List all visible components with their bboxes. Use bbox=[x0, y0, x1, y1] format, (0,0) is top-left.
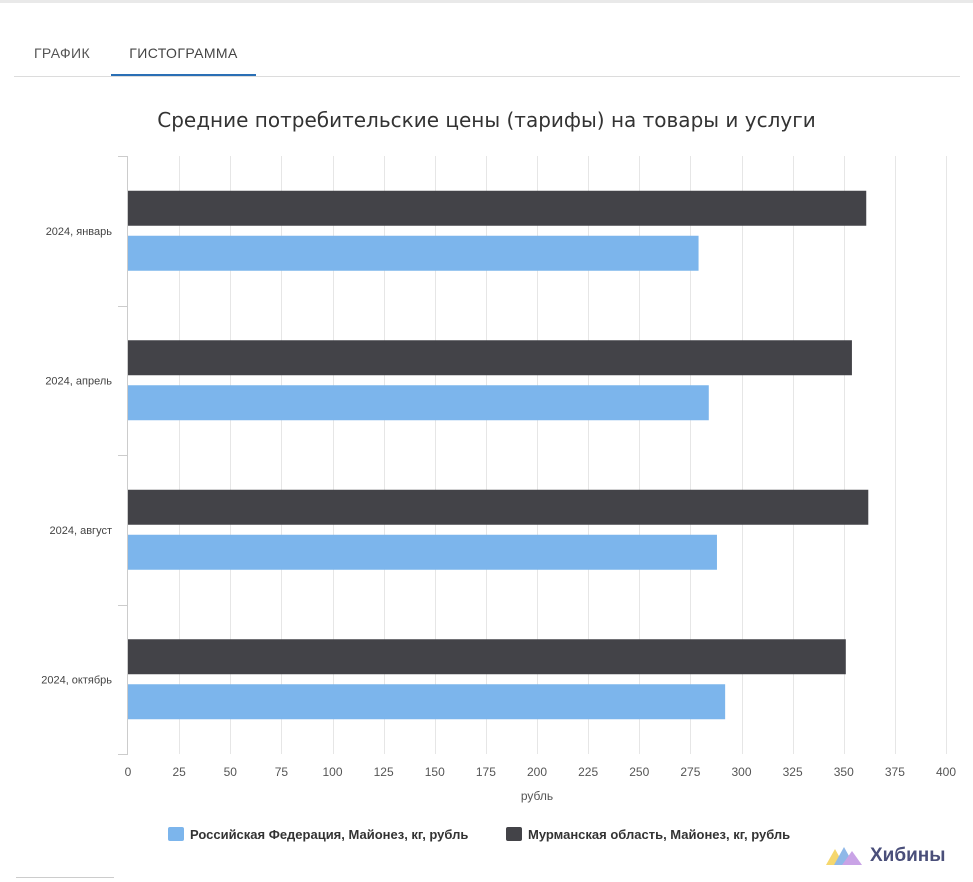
tab-histogram[interactable]: ГИСТОГРАММА bbox=[111, 36, 256, 76]
legend-item-russian-federation[interactable]: Российская Федерация, Майонез, кг, рубль bbox=[168, 827, 468, 842]
x-tick-label-15: 375 bbox=[885, 765, 905, 779]
view-tabs: ГРАФИК ГИСТОГРАММА bbox=[14, 36, 960, 77]
category-label-3: 2024, октябрь bbox=[41, 674, 112, 686]
chart-title: Средние потребительские цены (тарифы) на… bbox=[157, 108, 816, 132]
mountains-logo-icon bbox=[826, 847, 862, 865]
x-tick-label-7: 175 bbox=[476, 765, 496, 779]
bar-rf-0 bbox=[128, 235, 699, 271]
x-tick-label-2: 50 bbox=[224, 765, 238, 779]
x-tick-label-13: 325 bbox=[783, 765, 803, 779]
x-tick-label-3: 75 bbox=[275, 765, 289, 779]
x-tick-label-16: 400 bbox=[936, 765, 956, 779]
bar-rf-3 bbox=[128, 684, 726, 720]
x-tick-label-12: 300 bbox=[731, 765, 751, 779]
category-label-1: 2024, апрель bbox=[45, 375, 112, 387]
bar-murmansk-1 bbox=[128, 340, 852, 376]
legend-label-murmansk-region: Мурманская область, Майонез, кг, рубль bbox=[528, 827, 791, 842]
top-border bbox=[0, 0, 973, 3]
x-tick-label-0: 0 bbox=[125, 765, 132, 779]
legend-item-murmansk-region[interactable]: Мурманская область, Майонез, кг, рубль bbox=[506, 827, 790, 842]
bar-rf-2 bbox=[128, 534, 717, 570]
bar-chart: 0 25 50 75 100 125 150 175 200 225 250 275 300 325 350… bbox=[41, 156, 956, 803]
bar-rf-1 bbox=[128, 385, 709, 421]
x-tick-label-8: 200 bbox=[527, 765, 547, 779]
category-label-2: 2024, август bbox=[50, 525, 112, 537]
tab-graph[interactable]: ГРАФИК bbox=[33, 45, 91, 61]
x-axis-title: рубль bbox=[521, 789, 553, 803]
x-tick-label-11: 275 bbox=[680, 765, 700, 779]
x-tick-label-1: 25 bbox=[172, 765, 186, 779]
bar-murmansk-0 bbox=[128, 190, 867, 226]
bottom-tab-edge bbox=[16, 877, 114, 882]
legend-swatch-russian-federation bbox=[168, 827, 184, 841]
bar-murmansk-3 bbox=[128, 639, 846, 675]
legend-label-russian-federation: Российская Федерация, Майонез, кг, рубль bbox=[190, 827, 469, 842]
x-tick-label-4: 100 bbox=[322, 765, 342, 779]
category-label-0: 2024, январь bbox=[46, 226, 113, 238]
legend-swatch-murmansk-region bbox=[506, 827, 522, 841]
bar-murmansk-2 bbox=[128, 489, 869, 525]
watermark-text: Хибины bbox=[870, 845, 946, 866]
x-tick-label-5: 125 bbox=[374, 765, 394, 779]
chart-legend: Российская Федерация, Майонез, кг, рубль… bbox=[0, 827, 973, 847]
x-tick-label-10: 250 bbox=[629, 765, 649, 779]
x-tick-label-9: 225 bbox=[578, 765, 598, 779]
x-tick-label-6: 150 bbox=[425, 765, 445, 779]
x-tick-label-14: 350 bbox=[834, 765, 854, 779]
